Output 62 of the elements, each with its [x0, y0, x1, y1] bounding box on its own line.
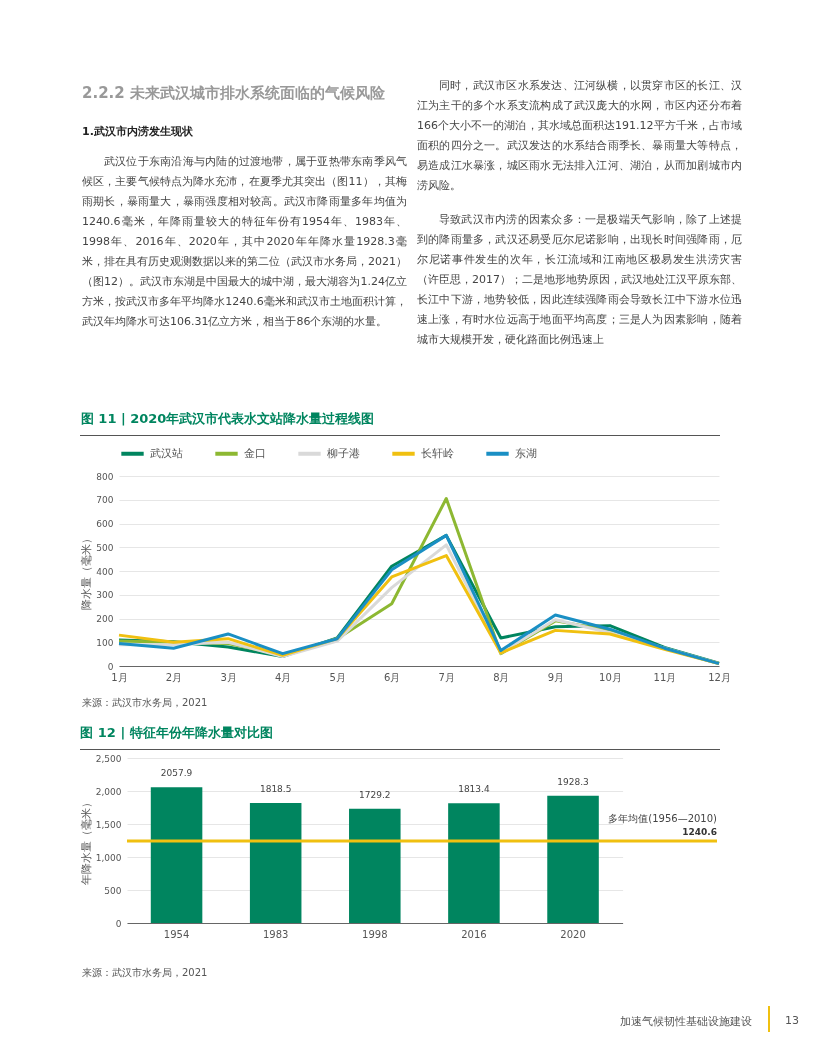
- text: 13: [785, 1014, 799, 1027]
- text: 加速气候韧性基础设施建设: [620, 1014, 752, 1029]
- data-label: 1818.5: [259, 783, 292, 794]
- y-axis-title: 降水量（毫米）: [80, 533, 94, 610]
- text: 1.武汉市内涝发生现状: [82, 124, 194, 139]
- y-tick-label: 500: [104, 885, 122, 896]
- ref-line-label: 多年均值(1956—2010): [608, 813, 718, 825]
- y-tick-label: 0: [115, 918, 122, 929]
- y-tick-label: 300: [96, 590, 114, 601]
- x-tick-label: 6月: [384, 671, 401, 683]
- bar: [150, 787, 203, 923]
- text: 2.2.2 未来武汉城市排水系统面临的气候风险: [82, 84, 386, 103]
- data-label: 1729.2: [359, 789, 391, 800]
- bar: [349, 808, 401, 923]
- x-tick-label: 3月: [220, 671, 237, 683]
- x-tick-label: 2月: [165, 671, 183, 683]
- chart-title: 图 12 | 特征年份年降水量对比图: [80, 725, 273, 740]
- x-tick-label: 1983: [262, 928, 289, 940]
- x-tick-label: 1954: [163, 928, 190, 940]
- legend-label: 武汉站: [150, 446, 183, 460]
- data-label: 2057.9: [160, 768, 193, 779]
- y-tick-label: 500: [96, 542, 114, 553]
- y-tick-label: 2,000: [95, 786, 122, 797]
- y-tick-label: 1,500: [95, 819, 122, 830]
- y-tick-label: 1,000: [95, 852, 122, 863]
- x-tick-label: 10月: [599, 671, 622, 683]
- x-tick-label: 7月: [438, 671, 455, 683]
- y-axis-title: 年降水量（毫米）: [79, 797, 93, 885]
- y-tick-label: 800: [96, 471, 114, 482]
- text: 武汉位于东南沿海与内陆的过渡地带，属于亚热带东南季风气候区，主要气候特点为降水充沛，在夏季尤其突出（图11），其梅雨期长，暴雨量大，暴雨强度相对较高。武汉市降雨量多年均值为1240.6毫米，年降雨量较大的特征年份有1954年、1983年、1998年、2016年、2020年，其中2020年年降水量1928.3毫米，排在具有历史观测数据以来的第二位（武汉市水务局，2021）（图12）。武汉市东湖是中国最大的城中湖，最大湖容为1.24亿立方米，按武汉市多年平均降水1240.6毫米和武汉市土地面积计算，武汉年均降水可达106.31亿立方米，相当于86个东湖的水量。: [82, 155, 407, 328]
- y-tick-label: 400: [96, 566, 114, 577]
- y-tick-label: 100: [96, 637, 114, 648]
- text: 同时，武汉市区水系发达、江河纵横，以贯穿市区的长江、汉江为主干的多个水系支流构成了武汉庞大的水网，市区内还分布着166个大小不一的湖泊，其水域总面积达191.12平方千米，占市域面积的四分之一。武汉发达的水系结合雨季长、暴雨量大等特点，易造成江水暴涨，城区雨水无法排入江河、湖泊，从而加剧城市内涝风险。: [417, 78, 742, 194]
- x-tick-label: 4月: [274, 671, 292, 683]
- y-tick-label: 700: [96, 495, 114, 506]
- legend-label: 柳子港: [327, 446, 360, 460]
- annotation: 1240.6: [682, 827, 717, 838]
- source-note: 来源：武汉市水务局，2021: [82, 966, 208, 980]
- y-tick-label: 2,500: [95, 753, 122, 764]
- data-label: 1928.3: [557, 776, 589, 787]
- legend-label: 金口: [244, 446, 266, 460]
- y-tick-label: 200: [96, 614, 114, 624]
- legend-label: 长轩岭: [421, 446, 454, 460]
- x-tick-label: 12月: [708, 671, 731, 683]
- y-tick-label: 600: [96, 519, 114, 529]
- x-tick-label: 2020: [560, 928, 586, 940]
- x-tick-label: 9月: [547, 671, 565, 683]
- bar: [547, 795, 599, 923]
- x-tick-label: 2016: [461, 928, 487, 940]
- x-tick-label: 1998: [362, 928, 388, 940]
- x-tick-label: 5月: [329, 671, 346, 683]
- data-label: 1813.4: [458, 784, 490, 795]
- bar: [448, 803, 500, 923]
- bar: [249, 802, 302, 923]
- chart-title: 图 11 | 2020年武汉市代表水文站降水量过程线图: [80, 411, 375, 426]
- x-tick-label: 8月: [493, 671, 510, 683]
- x-tick-label: 11月: [653, 671, 677, 683]
- y-tick-label: 0: [107, 661, 114, 672]
- source-note: 来源：武汉市水务局，2021: [82, 696, 208, 710]
- legend-label: 东湖: [515, 446, 537, 460]
- text: 导致武汉市内涝的因素众多：一是极端天气影响，除了上述提到的降雨量多，武汉还易受厄尔尼诺影响，出现长时间强降雨，厄尔尼诺事件发生的次年，长江流域和江南地区极易发生洪涝灾害（许臣思，2017）；二是地形地势原因，武汉地处江汉平原东部、长江中下游，地势较低，因此连续强降雨会导致长江中下游水位迅速上涨，有时水位远高于地面平均高度；三是人为因素影响，随着城市大规模开发，硬化路面比例迅速上: [417, 212, 742, 348]
- x-tick-label: 1月: [111, 671, 128, 683]
